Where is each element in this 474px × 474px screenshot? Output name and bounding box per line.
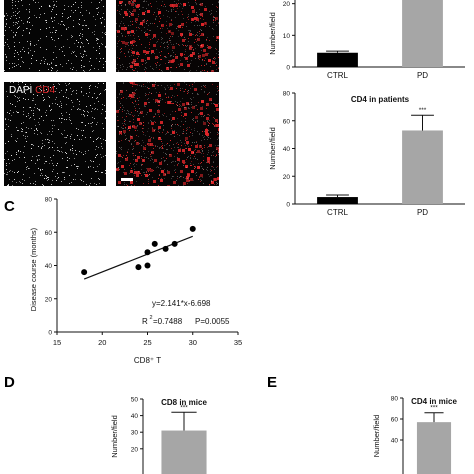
x-tick-label: CTRL xyxy=(327,71,348,80)
chart-correlation: 0 20 40 60 80 15 20 25 30 35 CD8⁺ T Disease course … xyxy=(29,197,242,366)
y-tick-label: 40 xyxy=(391,438,399,445)
y-tick-label: 60 xyxy=(391,417,399,424)
p-value: P=0.0055 xyxy=(195,317,230,326)
chart-title: CD4 in patients xyxy=(351,95,410,104)
r-squared-label: R xyxy=(142,317,148,326)
y-axis-label: Number/field xyxy=(372,415,381,458)
r-squared-superscript: 2 xyxy=(150,315,153,321)
significance-marker: *** xyxy=(180,404,188,411)
data-point xyxy=(81,269,88,276)
y-tick-label: 20 xyxy=(45,296,53,303)
micrograph-bottom-left: DAPI CD4 xyxy=(4,82,106,186)
bar-pd xyxy=(402,0,443,67)
y-tick-label: 60 xyxy=(45,230,53,237)
y-tick-label: 80 xyxy=(283,91,291,98)
chart-title: CD8 in mice xyxy=(161,398,207,407)
x-tick-label: 25 xyxy=(143,338,151,347)
y-tick-label: 0 xyxy=(286,202,290,209)
stain-label-dapi: DAPI xyxy=(9,85,33,96)
data-point xyxy=(151,240,158,247)
bar-pd xyxy=(402,130,443,204)
significance-marker: *** xyxy=(419,107,427,114)
y-axis-label: Number/field xyxy=(268,12,277,55)
bar-group-1 xyxy=(416,422,452,474)
bar-ctrl xyxy=(317,197,358,204)
data-point xyxy=(162,245,169,252)
significance-marker: *** xyxy=(430,405,438,412)
y-tick-label: 10 xyxy=(283,33,291,40)
r-squared-value: =0.7488 xyxy=(153,317,183,326)
y-tick-label: 30 xyxy=(131,430,139,437)
data-point xyxy=(144,249,151,256)
y-tick-label: 20 xyxy=(283,174,291,181)
x-tick-label: PD xyxy=(417,71,428,80)
data-point xyxy=(144,262,151,269)
bar-ctrl xyxy=(317,52,358,67)
stain-label-cd4: CD4 xyxy=(35,85,56,96)
y-tick-label: 20 xyxy=(131,446,139,453)
micrograph-bottom-right xyxy=(116,82,219,186)
chart-title: CD4 in mice xyxy=(411,397,457,406)
chart-cd8-mice: 20 30 40 50 ***CD8 in mice Number/field xyxy=(110,397,207,474)
x-tick-label: 35 xyxy=(234,338,242,347)
y-tick-label: 0 xyxy=(48,330,52,337)
y-tick-label: 0 xyxy=(286,65,290,72)
panel-label-c: C xyxy=(4,198,15,215)
x-tick-label: CTRL xyxy=(327,208,348,217)
y-tick-label: 60 xyxy=(283,118,291,125)
x-axis-label: CD8⁺ T xyxy=(134,356,161,365)
y-tick-label: 80 xyxy=(391,396,399,403)
x-tick-label: 15 xyxy=(53,338,61,347)
micrograph-top-right xyxy=(116,0,219,72)
chart-cd8-patients: 0 10 20 CTRL PD Number/field xyxy=(268,0,465,80)
data-point xyxy=(189,225,196,232)
chart-cd4-patients: 0 20 40 60 80 CTRL *** PD CD4 in patients Number/… xyxy=(268,91,465,217)
data-point xyxy=(135,264,142,271)
y-tick-label: 80 xyxy=(45,197,53,204)
micrograph-top-left xyxy=(4,0,106,72)
x-tick-label: 30 xyxy=(189,338,197,347)
stain-legend: DAPI CD4 xyxy=(9,85,55,96)
x-tick-label: PD xyxy=(417,208,428,217)
chart-cd4-mice: 40 60 80 ***CD4 in mice Number/field xyxy=(372,396,457,474)
panel-label-e: E xyxy=(267,374,277,391)
panel-label-d: D xyxy=(4,374,15,391)
y-tick-label: 40 xyxy=(283,146,291,153)
y-axis-label: Number/field xyxy=(110,415,119,458)
data-point xyxy=(171,240,178,247)
bar-group-1 xyxy=(161,430,207,474)
scale-bar xyxy=(121,178,133,181)
y-tick-label: 40 xyxy=(45,263,53,270)
fit-equation: y=2.141*x-6.698 xyxy=(152,299,211,308)
y-axis-label: Number/field xyxy=(268,127,277,170)
y-tick-label: 50 xyxy=(131,397,139,404)
y-axis-label: Disease course (months) xyxy=(29,227,38,311)
y-tick-label: 40 xyxy=(131,413,139,420)
y-tick-label: 20 xyxy=(283,1,291,8)
x-tick-label: 20 xyxy=(98,338,106,347)
